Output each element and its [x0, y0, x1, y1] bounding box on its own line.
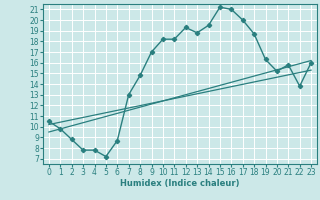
- X-axis label: Humidex (Indice chaleur): Humidex (Indice chaleur): [120, 179, 240, 188]
